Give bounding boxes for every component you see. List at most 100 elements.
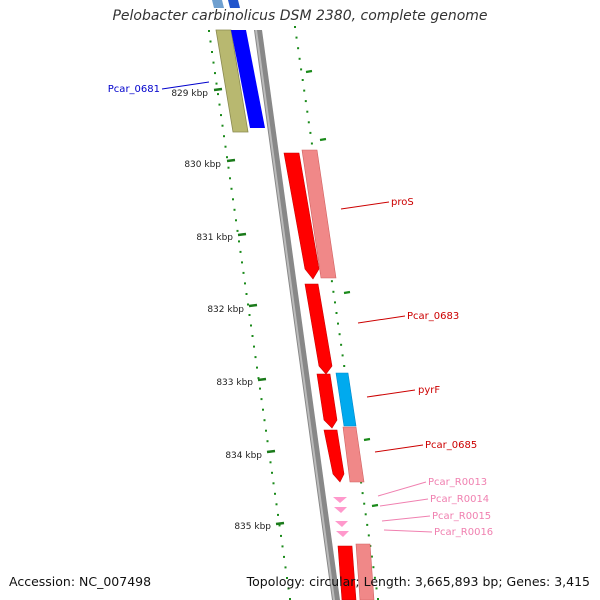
outer-ring-dot [340, 343, 343, 346]
outer-ring-dot [306, 110, 309, 113]
tick-label: 829 kbp [171, 89, 208, 99]
tick-label: 833 kbp [216, 378, 253, 388]
inner-ring-dot [233, 208, 236, 211]
gene-label-pcar-r0013[interactable]: Pcar_R0013 [428, 477, 487, 488]
cds-pcar-0681-olive [215, 29, 249, 133]
outer-ring-dot [303, 89, 306, 92]
label-line-pcar-r0016 [383, 529, 433, 533]
tick-mark [266, 449, 276, 454]
inner-ring-dot [277, 513, 279, 516]
inner-ring-dot [218, 103, 221, 106]
tick-mark [257, 377, 267, 382]
outer-ring-dot [298, 57, 301, 60]
cds-pcar-0685-red [323, 429, 345, 483]
inner-ring-dot [211, 51, 213, 53]
label-line-pcar-r0015 [381, 515, 431, 522]
cds-pyrf-cyan [335, 372, 357, 427]
inner-ring-dot [229, 177, 231, 180]
inner-ring-dot [286, 577, 288, 579]
genome-backbone-highlight [255, 30, 335, 600]
cds-pcar-0681-blue [231, 30, 265, 128]
outer-ring-dot [367, 534, 370, 537]
outer-ring-dot [332, 290, 335, 293]
map-title: Pelobacter carbinolicus DSM 2380, comple… [112, 8, 488, 24]
tick-label: 831 kbp [196, 233, 233, 243]
tick-label: 830 kbp [184, 160, 221, 170]
rna-pcar-r0014 [334, 507, 347, 513]
rna-pcar-r0016 [336, 531, 349, 537]
cds-top-blue-sliver-2 [228, 0, 240, 8]
inner-ring-dot [239, 250, 242, 253]
outer-ring-dot [361, 492, 364, 495]
tick-mark [237, 232, 247, 237]
inner-ring-dot [236, 229, 239, 232]
outer-ring-dot [307, 121, 310, 124]
inner-ring-dot [212, 61, 215, 64]
label-line-pcar-r0013 [377, 481, 427, 497]
gene-label-pros[interactable]: proS [391, 197, 414, 208]
inner-ring-dot [217, 93, 219, 96]
outer-ring-dash [371, 503, 379, 508]
inner-ring-dot [245, 293, 248, 295]
outer-ring-dash [363, 437, 371, 442]
inner-ring-dot [265, 429, 267, 432]
inner-ring-dot [275, 503, 278, 506]
cds-pcar-0685-pink [342, 426, 365, 483]
label-line-pcar-0681 [161, 81, 210, 90]
gene-label-pcar-r0015[interactable]: Pcar_R0015 [432, 511, 491, 522]
rna-pcar-r0013 [333, 497, 347, 503]
label-line-pcar-0685 [374, 444, 424, 453]
gene-label-pcar-0685[interactable]: Pcar_0685 [425, 440, 477, 451]
inner-ring-dot [250, 324, 252, 327]
outer-ring-dot [375, 587, 378, 590]
tick-label: 835 kbp [234, 522, 271, 532]
outer-ring-dot [304, 100, 307, 103]
outer-ring-dot [377, 598, 379, 600]
outer-ring-dash [319, 137, 327, 142]
inner-ring-dot [289, 598, 291, 600]
outer-ring-dot [297, 47, 300, 50]
outer-ring-dot [372, 566, 375, 569]
inner-ring-dot [244, 282, 246, 285]
inner-ring-dot [280, 534, 282, 537]
gene-label-pcar-0681[interactable]: Pcar_0681 [108, 84, 160, 95]
inner-ring-dot [227, 166, 230, 169]
inner-ring-dot [226, 156, 228, 159]
rna-pcar-r0015 [335, 521, 348, 527]
inner-ring-dot [248, 314, 251, 316]
label-line-pros [340, 201, 390, 210]
tick-mark [213, 87, 223, 92]
outer-ring-dot [334, 301, 336, 304]
cds-pcar-0683-red [304, 283, 333, 375]
gene-label-pyrf[interactable]: pyrF [418, 385, 440, 396]
outer-ring-dot [335, 312, 338, 314]
cds-top-blue-sliver [212, 0, 224, 8]
inner-ring-dot [283, 555, 285, 558]
tick-mark [226, 158, 236, 163]
outer-ring-dot [360, 481, 363, 484]
outer-ring-dot [370, 555, 373, 558]
tick-mark [248, 303, 258, 308]
accession-text: Accession: NC_007498 [9, 574, 152, 589]
inner-ring-dot [269, 461, 272, 464]
label-line-pyrf [366, 389, 416, 398]
inner-ring-dot [230, 187, 233, 190]
outer-ring-dot [364, 513, 367, 516]
outer-ring-dot [363, 502, 366, 505]
inner-ring-dot [235, 219, 237, 222]
inner-ring-dot [272, 482, 275, 485]
inner-ring-dot [251, 335, 254, 337]
outer-ring-dot [330, 280, 333, 283]
inner-ring-dot [223, 135, 225, 138]
inner-ring-dot [260, 398, 263, 401]
inner-ring-dot [221, 124, 224, 127]
inner-ring-dot [274, 492, 276, 495]
inner-ring-dot [214, 72, 216, 75]
gene-label-pcar-0683[interactable]: Pcar_0683 [407, 311, 459, 322]
gene-label-pcar-r0016[interactable]: Pcar_R0016 [434, 527, 493, 538]
outer-ring-dash [305, 69, 313, 74]
inner-ring-dot [257, 377, 260, 380]
inner-ring-dot [266, 440, 269, 443]
gene-label-pcar-r0014[interactable]: Pcar_R0014 [430, 494, 489, 505]
kbp-ticks: 829 kbp 830 kbp 831 kbp 832 kbp 833 kbp … [171, 87, 285, 532]
